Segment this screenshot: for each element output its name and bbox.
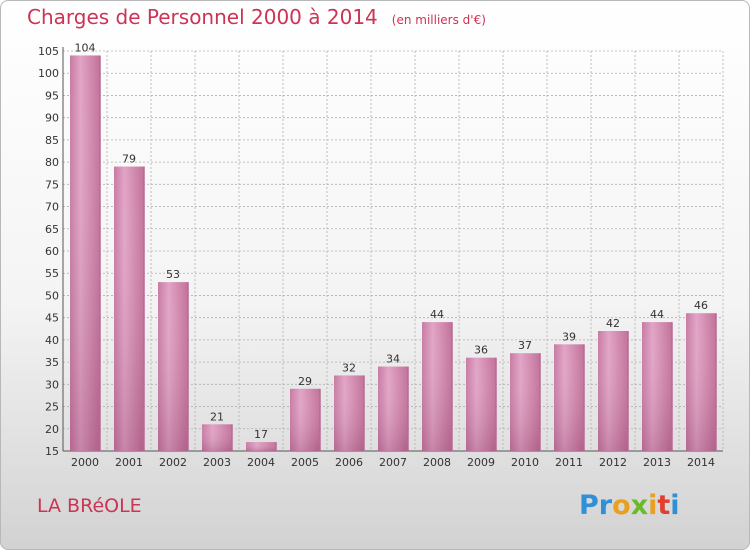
bar-shade — [510, 353, 540, 451]
bar-shade — [114, 166, 144, 452]
bar-shade — [290, 388, 320, 451]
x-tick-label: 2003 — [203, 456, 231, 469]
bar-value-label: 44 — [650, 308, 664, 321]
bar-value-label: 29 — [298, 375, 312, 388]
y-tick-label: 100 — [38, 67, 59, 80]
x-tick-label: 2012 — [599, 456, 627, 469]
y-tick-label: 85 — [45, 134, 59, 147]
y-tick-label: 30 — [45, 378, 59, 391]
bar-shade — [158, 282, 188, 451]
x-tick-label: 2001 — [115, 456, 143, 469]
bar-shade — [554, 344, 584, 451]
bar-value-label: 34 — [386, 353, 400, 366]
x-tick-label: 2005 — [291, 456, 319, 469]
y-tick-label: 95 — [45, 89, 59, 102]
y-tick-label: 60 — [45, 245, 59, 258]
bar-shade — [334, 375, 364, 451]
chart-title: Charges de Personnel 2000 à 2014 — [27, 5, 378, 29]
bar-shade — [246, 442, 276, 451]
bar-value-label: 36 — [474, 344, 488, 357]
bar-shade — [70, 55, 100, 451]
bar-shade — [642, 322, 672, 451]
y-tick-label: 70 — [45, 201, 59, 214]
y-tick-label: 40 — [45, 334, 59, 347]
x-tick-label: 2000 — [71, 456, 99, 469]
place-name: LA BRéOLE — [37, 495, 142, 517]
y-tick-label: 55 — [45, 267, 59, 280]
bar-value-label: 53 — [166, 268, 180, 281]
bar-value-label: 17 — [254, 428, 268, 441]
bar-value-label: 37 — [518, 339, 532, 352]
y-tick-label: 50 — [45, 289, 59, 302]
y-tick-label: 25 — [45, 401, 59, 414]
y-tick-label: 75 — [45, 178, 59, 191]
title-row: Charges de Personnel 2000 à 2014 (en mill… — [27, 5, 486, 29]
y-tick-label: 65 — [45, 223, 59, 236]
x-tick-label: 2006 — [335, 456, 363, 469]
x-tick-label: 2008 — [423, 456, 451, 469]
bar-value-label: 32 — [342, 361, 356, 374]
x-tick-label: 2010 — [511, 456, 539, 469]
bar-shade — [598, 331, 628, 451]
x-tick-label: 2013 — [643, 456, 671, 469]
y-tick-label: 20 — [45, 423, 59, 436]
y-tick-label: 80 — [45, 156, 59, 169]
labels: 15 20 25 30 35 40 45 50 55 60 65 70 75 80 85 90 95 100 105… — [38, 41, 715, 469]
bar-shade — [466, 357, 496, 451]
chart-subtitle: (en milliers d'€) — [391, 13, 486, 27]
y-tick-label: 90 — [45, 112, 59, 125]
x-tick-label: 2009 — [467, 456, 495, 469]
y-tick-label: 45 — [45, 312, 59, 325]
bar-value-label: 44 — [430, 308, 444, 321]
bars — [70, 55, 717, 452]
bar-shade — [422, 322, 452, 451]
y-tick-label: 35 — [45, 356, 59, 369]
bar-value-label: 21 — [210, 410, 224, 423]
y-tick-label: 105 — [38, 45, 59, 58]
x-tick-label: 2004 — [247, 456, 275, 469]
x-tick-label: 2014 — [687, 456, 715, 469]
bar-shade — [378, 366, 408, 451]
y-tick-label: 15 — [45, 445, 59, 458]
x-tick-label: 2007 — [379, 456, 407, 469]
bar-value-label: 46 — [694, 299, 708, 312]
x-tick-label: 2002 — [159, 456, 187, 469]
proxiti-logo[interactable]: Proxiti — [579, 490, 680, 521]
bar-value-label: 39 — [562, 330, 576, 343]
bar-shade — [686, 313, 716, 451]
bar-value-label: 104 — [75, 41, 96, 54]
x-tick-label: 2011 — [555, 456, 583, 469]
bar-value-label: 79 — [122, 153, 136, 166]
bar-shade — [202, 424, 232, 451]
bar-value-label: 42 — [606, 317, 620, 330]
